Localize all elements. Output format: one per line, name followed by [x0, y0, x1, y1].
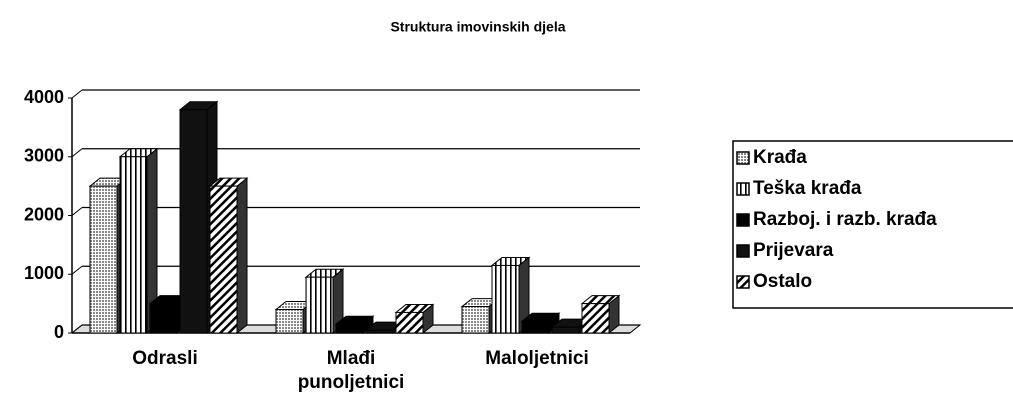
bar — [305, 276, 334, 334]
bar — [581, 303, 610, 334]
legend-label: Prijevara — [753, 240, 834, 261]
bar-side — [236, 177, 248, 335]
bar — [179, 109, 208, 334]
y-tick-label: 0 — [54, 322, 64, 342]
legend-swatch — [736, 182, 750, 196]
x-tick-label: Mlađi punoljetnici — [297, 348, 405, 393]
legend-label: Teška krađa — [753, 178, 862, 199]
legend-label: Ostalo — [753, 271, 812, 292]
bar — [275, 309, 304, 334]
bar — [335, 323, 364, 334]
grid-line — [71, 324, 83, 334]
legend-swatch — [736, 151, 750, 165]
bar — [89, 185, 118, 334]
x-tick-label: Odrasli — [132, 348, 198, 369]
bar — [395, 311, 424, 334]
y-tick-label: 2000 — [24, 204, 64, 224]
legend-label: Krađa — [753, 147, 807, 168]
grid-line — [71, 89, 83, 99]
grid-line — [71, 207, 83, 216]
x-tick-label: Maloljetnici — [485, 348, 589, 369]
bar — [209, 185, 238, 334]
bar — [365, 329, 394, 334]
bar — [551, 326, 580, 334]
bar — [119, 156, 148, 334]
y-tick-label: 4000 — [24, 87, 64, 107]
legend-label: Razboj. i razb. krađa — [753, 209, 937, 230]
bar — [461, 306, 490, 334]
bar — [149, 303, 178, 334]
grid-line — [71, 265, 83, 275]
legend-swatch — [736, 244, 750, 258]
legend-swatch — [736, 213, 750, 227]
legend-swatch — [736, 275, 750, 289]
legend-box — [732, 140, 1013, 309]
chart-title: Struktura imovinskih djela — [390, 19, 565, 35]
y-tick-label: 3000 — [24, 146, 64, 166]
bar — [521, 320, 550, 334]
bar — [491, 264, 520, 334]
y-tick-label: 1000 — [24, 263, 64, 283]
grid-line — [71, 148, 83, 158]
